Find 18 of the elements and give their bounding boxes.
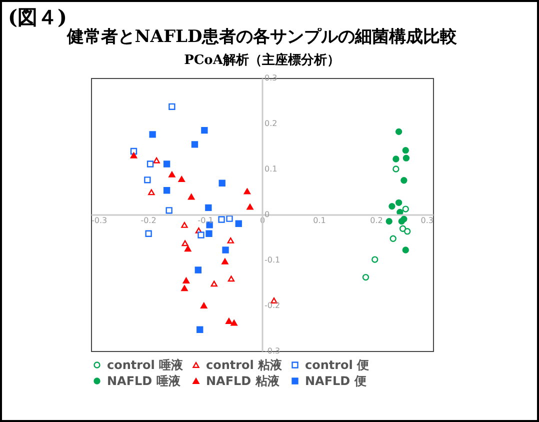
y-tick-label: 0.2 [264, 119, 278, 128]
x-tick-label: 0.3 [420, 216, 434, 225]
legend-label: control 唾液 [107, 358, 184, 372]
chart-subtitle: PCoA解析（主座標分析） [184, 52, 340, 68]
y-tick-label: 0 [264, 210, 270, 219]
x-tick-label: 0.1 [313, 216, 326, 225]
legend-label: control 粘液 [206, 358, 284, 372]
x-tick-label: -0.1 [198, 216, 214, 225]
x-tick-label: -0.2 [140, 216, 156, 225]
legend-label: NAFLD 便 [305, 374, 366, 388]
legend-label: NAFLD 粘液 [206, 374, 280, 388]
legend-label: NAFLD 唾液 [107, 374, 182, 388]
text: (図４) [8, 4, 67, 29]
legend-label: control 便 [305, 358, 370, 372]
x-tick-label: 0.2 [370, 216, 383, 225]
y-tick-label: -0.1 [264, 256, 280, 264]
y-tick-label: 0.1 [264, 164, 278, 174]
y-tick-label: -0.2 [264, 301, 280, 310]
